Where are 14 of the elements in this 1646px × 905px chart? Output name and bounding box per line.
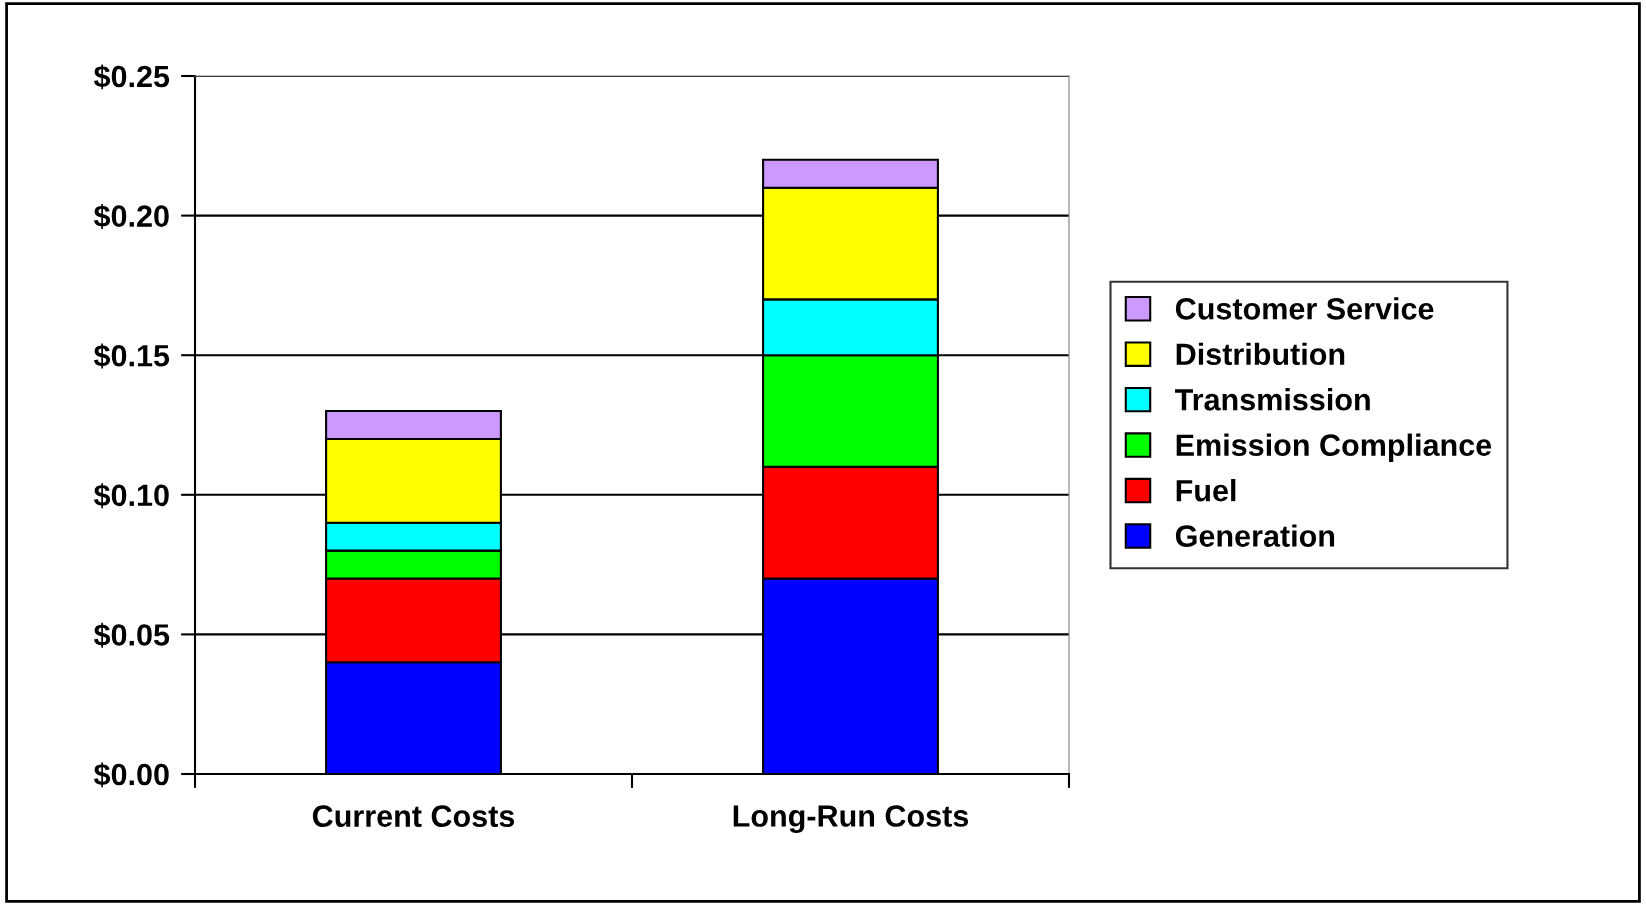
legend-label: Emission Compliance (1176, 433, 1492, 463)
y-tick-label: $0.25 (93, 64, 170, 90)
legend-label: Fuel (1176, 479, 1236, 502)
y-tick-label: $0.10 (93, 483, 169, 509)
legend-label: Generation (1175, 524, 1335, 547)
legend-label: Transmission (1175, 388, 1370, 411)
x-tick-label: Long-Run Costs (733, 805, 969, 834)
legend-label: Customer Service (1175, 297, 1434, 320)
y-tick-label: $0.15 (93, 343, 170, 369)
y-tick-label: $0.05 (93, 622, 170, 648)
y-tick-label: $0.20 (93, 203, 169, 229)
y-tick-label: $0.00 (93, 762, 169, 788)
legend-label: Distribution (1176, 342, 1345, 366)
x-tick-label: Current Costs (312, 805, 515, 827)
